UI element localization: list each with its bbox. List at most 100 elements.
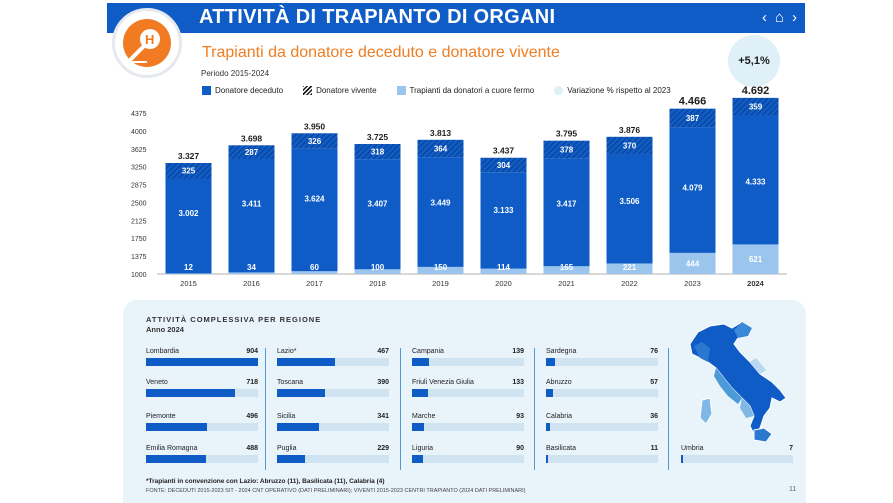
bar-deceased	[165, 178, 212, 274]
label-deceased: 3.417	[556, 199, 577, 208]
region-row: Friuli Venezia Giulia 133	[412, 379, 524, 399]
label-living: 387	[686, 114, 700, 123]
bar-dcd	[669, 252, 716, 274]
region-bar-track	[546, 389, 658, 397]
label-dcd: 34	[247, 263, 256, 272]
y-tick-label: 3625	[131, 147, 147, 154]
region-value: 496	[246, 413, 258, 420]
bar-deceased	[669, 127, 716, 274]
column-divider	[265, 348, 266, 470]
legend-swatch-variation	[554, 86, 564, 95]
y-tick-label: 2500	[131, 200, 147, 207]
label-deceased: 3.411	[242, 199, 262, 208]
region-bar	[412, 423, 424, 431]
bar-dcd	[417, 266, 464, 274]
label-dcd: 621	[749, 255, 763, 264]
label-total: 3.876	[619, 125, 641, 135]
region-row: Calabria 36	[546, 413, 658, 433]
label-total: 3.813	[430, 128, 452, 138]
y-tick-label: 1375	[131, 254, 147, 261]
forward-icon[interactable]: ›	[792, 9, 797, 26]
region-value: 11	[650, 445, 658, 452]
regions-year: Anno 2024	[146, 325, 184, 334]
column-divider	[668, 348, 669, 470]
region-bar	[277, 358, 335, 366]
x-tick-label: 2022	[621, 279, 638, 288]
label-living: 378	[560, 146, 574, 155]
legend-label-deceased: Donatore deceduto	[215, 86, 284, 95]
y-tick-label: 4000	[131, 129, 147, 136]
label-deceased: 3.133	[493, 206, 514, 215]
chart-subtitle: Trapianti da donatore deceduto e donator…	[202, 44, 560, 61]
label-total: 3.327	[178, 151, 200, 161]
region-value: 341	[377, 413, 389, 420]
region-name: Emilia Romagna	[146, 445, 198, 452]
label-deceased: 3.506	[619, 197, 640, 206]
region-row: Campania 139	[412, 348, 524, 368]
bar-living	[606, 136, 653, 155]
header-bar: ATTIVITÀ DI TRAPIANTO DI ORGANI ‹ ⌂ ›	[107, 3, 805, 33]
label-dcd: 114	[497, 263, 510, 272]
legend-swatch-living	[303, 86, 313, 95]
region-name: Lazio*	[277, 348, 297, 355]
page-title: ATTIVITÀ DI TRAPIANTO DI ORGANI	[199, 6, 556, 28]
region-row: Abruzzo 57	[546, 379, 658, 399]
region-bar-track	[412, 389, 524, 397]
region-name: Sardegna	[546, 348, 577, 355]
legend-label-dcd: Trapianti da donatori a cuore fermo	[409, 86, 535, 95]
y-tick-label: 1750	[131, 236, 147, 243]
label-living: 359	[749, 102, 763, 111]
region-name: Puglia	[277, 445, 297, 452]
region-name: Basilicata	[546, 445, 576, 452]
home-icon[interactable]: ⌂	[774, 9, 784, 26]
bar-deceased	[291, 148, 338, 274]
column-divider	[400, 348, 401, 470]
bar-living	[165, 162, 212, 179]
region-row: Sicilia 341	[277, 413, 389, 433]
region-name: Marche	[412, 413, 436, 420]
bar-dcd	[291, 271, 338, 274]
label-dcd: 60	[310, 263, 319, 272]
region-name: Toscana	[277, 379, 304, 386]
region-name: Friuli Venezia Giulia	[412, 379, 474, 386]
label-dcd: 12	[184, 263, 193, 272]
label-living: 318	[371, 148, 385, 157]
label-dcd: 444	[686, 259, 700, 268]
label-total: 4.466	[679, 96, 707, 108]
region-value: 390	[377, 379, 389, 386]
label-total: 3.950	[304, 121, 326, 131]
label-living: 325	[182, 167, 196, 176]
region-bar-track	[412, 358, 524, 366]
region-bar	[146, 358, 258, 366]
region-row: Umbria 7	[681, 445, 793, 465]
region-bar	[146, 423, 208, 431]
region-row: Basilicata 11	[546, 445, 658, 465]
bar-living	[291, 133, 338, 149]
x-tick-label: 2015	[180, 279, 197, 288]
region-name: Umbria	[681, 445, 704, 452]
legend-swatch-dcd	[396, 86, 406, 95]
region-bar	[546, 455, 548, 463]
region-row: Marche 93	[412, 413, 524, 433]
bar-deceased	[480, 172, 527, 274]
y-tick-label: 3250	[131, 165, 147, 172]
y-tick-label: 2125	[131, 218, 147, 225]
region-value: 488	[246, 445, 258, 452]
region-value: 76	[650, 348, 658, 355]
region-bar-track	[277, 389, 389, 397]
bar-deceased	[543, 158, 590, 274]
back-icon[interactable]: ‹	[761, 9, 767, 26]
bar-dcd	[480, 268, 527, 274]
label-living: 287	[245, 148, 259, 157]
period-label: Periodo 2015-2024	[201, 69, 270, 78]
region-row: Sardegna 76	[546, 348, 658, 368]
region-name: Piemonte	[146, 413, 176, 420]
bar-living	[669, 108, 716, 128]
label-living: 370	[623, 142, 637, 151]
region-row: Puglia 229	[277, 445, 389, 465]
source-note: FONTE: DECEDUTI 2015-2023 SIT - 2024 CNT…	[146, 488, 526, 494]
region-name: Veneto	[146, 379, 168, 386]
region-bar	[546, 389, 554, 397]
bar-living	[732, 97, 779, 116]
x-tick-label: 2023	[684, 279, 701, 288]
